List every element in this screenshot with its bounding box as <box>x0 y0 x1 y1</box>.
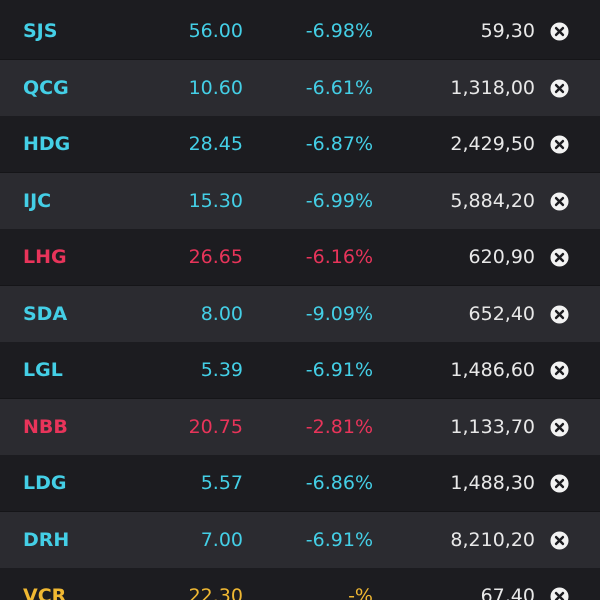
close-circle-icon <box>550 22 569 41</box>
stock-price: 28.45 <box>188 133 243 155</box>
stock-row-nbb[interactable]: NBB 20.75 -2.81% 1,133,70 <box>0 398 600 456</box>
stock-volume: 5,884,20 <box>450 189 535 212</box>
stock-volume: 67,40 <box>480 585 535 600</box>
stock-price: 10.60 <box>188 76 243 99</box>
stock-change-percent: -6.16% <box>305 246 373 268</box>
close-circle-icon <box>550 361 569 380</box>
close-circle-icon <box>550 78 569 98</box>
close-circle-icon <box>550 191 569 211</box>
remove-button[interactable] <box>550 304 569 324</box>
remove-button[interactable] <box>550 78 569 98</box>
stock-row-ijc[interactable]: IJC 15.30 -6.99% 5,884,20 <box>0 172 600 230</box>
stock-price: 7.00 <box>200 528 243 551</box>
stock-row-drh[interactable]: DRH 7.00 -6.91% 8,210,20 <box>0 511 600 569</box>
remove-button[interactable] <box>550 22 569 41</box>
stock-change-percent: -% <box>348 585 373 600</box>
stock-price: 15.30 <box>188 189 243 212</box>
stock-symbol: HDG <box>23 133 71 155</box>
close-circle-icon <box>550 417 569 437</box>
remove-button[interactable] <box>550 248 569 267</box>
stock-volume: 1,486,60 <box>450 359 535 381</box>
stock-change-percent: -6.86% <box>305 472 373 494</box>
stock-symbol: VCR <box>23 585 67 600</box>
stock-row-lhg[interactable]: LHG 26.65 -6.16% 620,90 <box>0 229 600 286</box>
stock-change-percent: -6.99% <box>305 189 373 212</box>
stock-symbol: DRH <box>23 528 70 551</box>
stock-volume: 652,40 <box>468 302 535 325</box>
stock-volume: 620,90 <box>468 246 535 268</box>
stock-row-sda[interactable]: SDA 8.00 -9.09% 652,40 <box>0 285 600 343</box>
stock-change-percent: -6.91% <box>305 528 373 551</box>
remove-button[interactable] <box>550 474 569 493</box>
stock-symbol: SDA <box>23 302 68 325</box>
stock-price: 5.39 <box>200 359 243 381</box>
stock-price: 56.00 <box>188 20 243 42</box>
remove-button[interactable] <box>550 191 569 211</box>
remove-button[interactable] <box>550 361 569 380</box>
stock-row-vcr[interactable]: VCR 22.30 -% 67,40 <box>0 568 600 600</box>
remove-button[interactable] <box>550 530 569 550</box>
stock-change-percent: -6.98% <box>305 20 373 42</box>
stock-change-percent: -6.91% <box>305 359 373 381</box>
stock-row-sjs[interactable]: SJS 56.00 -6.98% 59,30 <box>0 3 600 60</box>
close-circle-icon <box>550 474 569 493</box>
close-circle-icon <box>550 587 569 600</box>
stock-change-percent: -2.81% <box>305 415 373 438</box>
stock-price: 5.57 <box>200 472 243 494</box>
stock-symbol: LHG <box>23 246 67 268</box>
stock-price: 22.30 <box>188 585 243 600</box>
stock-price: 26.65 <box>188 246 243 268</box>
stock-symbol: LDG <box>23 472 67 494</box>
close-circle-icon <box>550 304 569 324</box>
stock-change-percent: -6.87% <box>305 133 373 155</box>
stock-symbol: NBB <box>23 415 68 438</box>
stock-volume: 1,133,70 <box>450 415 535 438</box>
remove-button[interactable] <box>550 135 569 154</box>
remove-button[interactable] <box>550 417 569 437</box>
stock-price: 8.00 <box>200 302 243 325</box>
stock-symbol: LGL <box>23 359 63 381</box>
stock-symbol: IJC <box>23 189 52 212</box>
stock-volume: 1,318,00 <box>450 76 535 99</box>
stock-volume: 8,210,20 <box>450 528 535 551</box>
stock-change-percent: -6.61% <box>305 76 373 99</box>
close-circle-icon <box>550 248 569 267</box>
stock-volume: 1,488,30 <box>450 472 535 494</box>
stock-symbol: QCG <box>23 76 69 99</box>
stock-row-lgl[interactable]: LGL 5.39 -6.91% 1,486,60 <box>0 342 600 399</box>
stock-volume: 59,30 <box>480 20 535 42</box>
close-circle-icon <box>550 135 569 154</box>
stock-volume: 2,429,50 <box>450 133 535 155</box>
stock-row-hdg[interactable]: HDG 28.45 -6.87% 2,429,50 <box>0 116 600 173</box>
stock-symbol: SJS <box>23 20 58 42</box>
close-circle-icon <box>550 530 569 550</box>
stock-row-qcg[interactable]: QCG 10.60 -6.61% 1,318,00 <box>0 59 600 117</box>
stock-price: 20.75 <box>188 415 243 438</box>
remove-button[interactable] <box>550 587 569 600</box>
stock-row-ldg[interactable]: LDG 5.57 -6.86% 1,488,30 <box>0 455 600 512</box>
stock-change-percent: -9.09% <box>305 302 373 325</box>
